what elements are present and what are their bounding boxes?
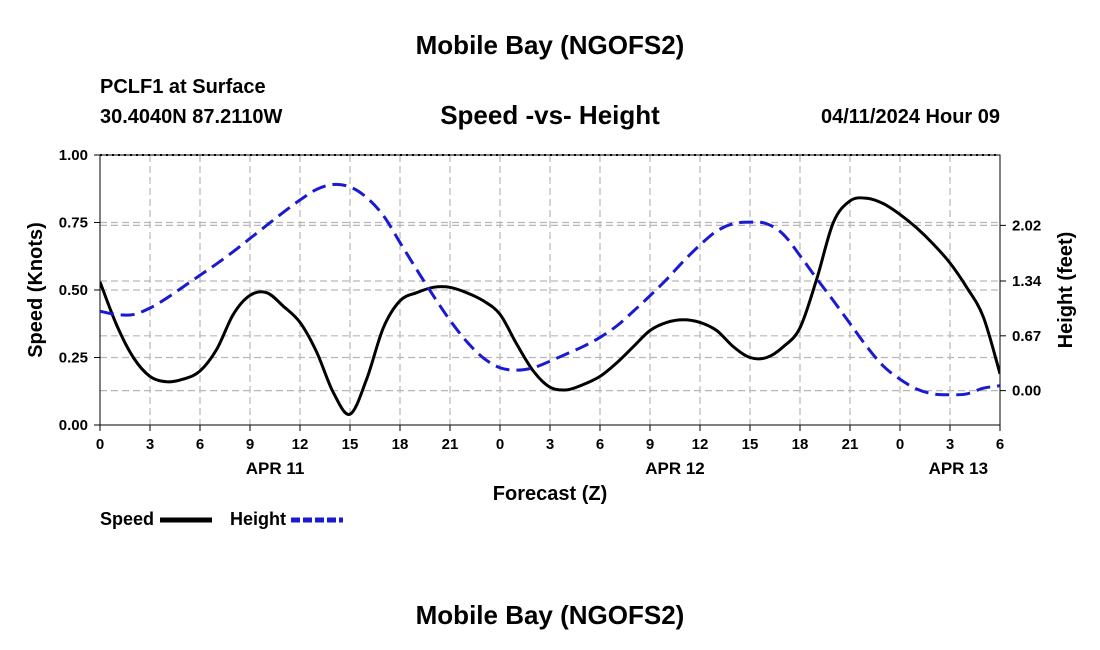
y2-tick-label: 2.02 xyxy=(1012,217,1041,234)
x-tick-label: 6 xyxy=(996,436,1004,453)
y2-tick-label: 0.00 xyxy=(1012,383,1041,400)
speed-series-line xyxy=(100,196,1000,416)
x-tick-label: 0 xyxy=(896,436,904,453)
x-tick-label: 21 xyxy=(442,436,459,453)
x-tick-label: 12 xyxy=(692,436,709,453)
x-tick-label: 15 xyxy=(342,436,359,453)
y-tick-label: 0.50 xyxy=(59,282,88,299)
x-tick-label: 3 xyxy=(146,436,154,453)
x-date-label: APR 12 xyxy=(645,459,705,478)
y2-tick-label: 1.34 xyxy=(1012,273,1042,290)
x-tick-label: 12 xyxy=(292,436,309,453)
axis-layer: 0 3 6 9 12 15 18 21 0 3 6 9 12 15 18 21 0 3 6 APR 11 APR 12 A… xyxy=(59,147,1042,478)
x-date-label: APR 11 xyxy=(246,459,305,478)
x-tick-label: 15 xyxy=(742,436,759,453)
y-tick-label: 0.00 xyxy=(59,417,88,434)
legend-speed-label: Speed xyxy=(100,509,154,529)
series-layer xyxy=(100,182,1000,416)
x-tick-label: 9 xyxy=(246,436,254,453)
x-tick-label: 0 xyxy=(96,436,104,453)
y-tick-label: 0.75 xyxy=(59,215,88,232)
forecast-datetime: 04/11/2024 Hour 09 xyxy=(820,106,1000,128)
height-series-line xyxy=(100,182,1000,397)
x-tick-label: 21 xyxy=(842,436,859,453)
x-tick-label: 6 xyxy=(596,436,604,453)
x-date-label: APR 13 xyxy=(929,459,989,478)
x-tick-label: 3 xyxy=(946,436,954,453)
y2-axis-label: Height (feet) xyxy=(1055,232,1077,349)
y-tick-label: 0.25 xyxy=(59,350,88,367)
y-axis-label: Speed (Knots) xyxy=(25,222,47,358)
x-tick-label: 0 xyxy=(496,436,504,453)
grid-layer xyxy=(100,155,1000,425)
x-tick-label: 18 xyxy=(792,436,809,453)
legend-height-label: Height xyxy=(230,509,286,529)
station-label: PCLF1 at Surface xyxy=(100,76,266,98)
y-tick-label: 1.00 xyxy=(59,147,88,164)
footer-title: Mobile Bay (NGOFS2) xyxy=(415,600,685,630)
legend: Speed Height xyxy=(100,509,343,529)
y2-tick-label: 0.67 xyxy=(1012,328,1041,345)
x-tick-label: 18 xyxy=(392,436,409,453)
x-axis-label: Forecast (Z) xyxy=(493,483,607,505)
chart-title: Speed -vs- Height xyxy=(440,100,660,130)
x-tick-label: 6 xyxy=(196,436,204,453)
x-tick-label: 9 xyxy=(646,436,654,453)
x-tick-label: 3 xyxy=(546,436,554,453)
station-coordinates: 30.4040N 87.2110W xyxy=(100,106,283,128)
page-title: Mobile Bay (NGOFS2) xyxy=(415,30,685,60)
